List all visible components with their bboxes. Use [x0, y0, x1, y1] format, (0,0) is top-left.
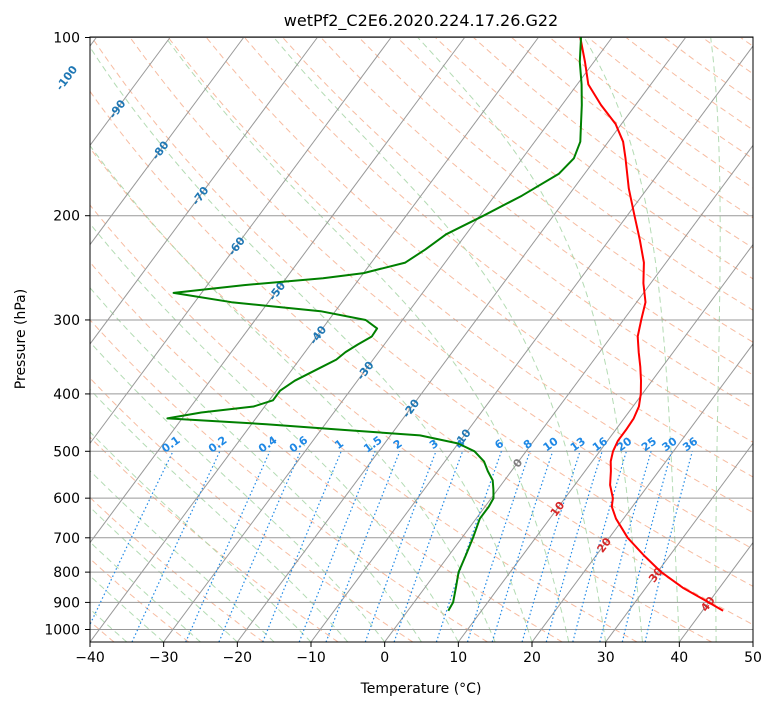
moist-adiabat — [710, 37, 721, 642]
moist-adiabat — [90, 341, 385, 642]
isotherm-line — [531, 343, 753, 642]
moist-adiabat — [273, 37, 607, 642]
dewpoint-profile — [166, 37, 583, 612]
moist-adiabat — [90, 287, 422, 642]
moist-adiabat — [90, 506, 238, 642]
isotherm-line — [236, 37, 687, 642]
y-tick-label: 700 — [53, 531, 80, 547]
x-tick-label: 50 — [744, 650, 762, 666]
moist-adiabat — [90, 541, 201, 642]
isotherm-line — [605, 442, 753, 642]
mixing-ratio-line — [364, 451, 437, 642]
isotherm-line — [384, 144, 753, 642]
plot-background — [90, 37, 753, 642]
mixing-ratio-line — [298, 451, 376, 642]
y-tick-label: 1000 — [44, 623, 80, 639]
x-tick-label: 0 — [380, 650, 389, 666]
x-tick-label: −30 — [149, 650, 179, 666]
y-tick-label: 200 — [53, 209, 80, 225]
x-tick-label: 30 — [597, 650, 615, 666]
mixing-ratio-line — [644, 451, 693, 642]
mixing-ratio-line — [262, 451, 342, 642]
x-tick-label: 10 — [449, 650, 467, 666]
isotherm-line — [90, 37, 318, 345]
mixing-ratio-line — [466, 451, 531, 642]
plot-frame — [89, 36, 754, 643]
mixing-ratio-line — [572, 451, 627, 642]
isotherm-label: -100 — [53, 63, 80, 93]
dry-adiabat — [91, 37, 753, 587]
mixing-ratio-line — [435, 451, 502, 642]
y-tick-label: 400 — [53, 387, 80, 403]
isotherm-line — [90, 37, 171, 147]
dry-adiabat — [90, 377, 414, 642]
mixing-ratio-line — [185, 451, 271, 642]
dry-adiabat — [167, 37, 753, 514]
isotherm-line — [90, 37, 245, 246]
x-axis: −40 −30 −20 −10 0 10 20 30 40 50 — [75, 642, 762, 666]
x-tick-label: −10 — [296, 650, 326, 666]
isotherm-line — [90, 37, 466, 544]
moist-adiabat — [90, 388, 349, 642]
y-tick-label: 100 — [53, 31, 80, 47]
isotherm-line — [457, 243, 753, 642]
dry-adiabat — [90, 147, 712, 642]
x-tick-label: −20 — [223, 650, 253, 666]
mixing-ratio-line — [599, 451, 652, 642]
isotherm-line — [752, 641, 753, 642]
mixing-ratio-line — [491, 451, 554, 642]
y-tick-label: 300 — [53, 313, 80, 329]
y-tick-label: 800 — [53, 565, 80, 581]
moist-adiabat — [90, 470, 275, 642]
profile-lines — [166, 37, 724, 612]
y-axis: 100 200 300 400 500 600 700 800 900 1000 — [44, 31, 90, 639]
isotherm-line — [163, 37, 613, 642]
mixing-ratio-line — [521, 451, 581, 642]
dry-adiabat — [320, 37, 753, 376]
y-axis-title: Pressure (hPa) — [13, 289, 29, 389]
isotherm-line — [90, 37, 539, 642]
dry-adiabat — [396, 37, 753, 311]
isotherm-line — [310, 45, 753, 642]
dry-adiabat — [90, 90, 753, 626]
moist-adiabat — [417, 37, 643, 642]
temperature-profile — [579, 37, 724, 612]
isotherm-line — [90, 37, 392, 445]
moist-adiabat — [90, 575, 164, 642]
moist-adiabat — [583, 37, 680, 642]
dry-adiabat — [90, 261, 563, 642]
mixing-ratio-line — [621, 451, 673, 642]
chart-title: wetPf2_C2E6.2020.224.17.26.G22 — [284, 11, 558, 31]
mixing-ratio-line — [393, 451, 464, 642]
mixing-ratio-line — [325, 451, 401, 642]
moist-adiabat — [752, 609, 753, 642]
y-tick-label: 500 — [53, 444, 80, 460]
mixing-ratio-line — [218, 451, 302, 642]
x-tick-label: −40 — [75, 650, 105, 666]
moist-adiabat — [165, 37, 570, 642]
x-axis-title: Temperature (°C) — [360, 681, 482, 697]
y-tick-label: 900 — [53, 595, 80, 611]
x-tick-label: 40 — [670, 650, 688, 666]
dry-adiabat — [358, 37, 753, 343]
mixing-ratio-line — [545, 451, 603, 642]
dry-adiabat — [90, 204, 638, 642]
y-tick-label: 600 — [53, 491, 80, 507]
x-tick-label: 20 — [523, 650, 541, 666]
moist-adiabat — [90, 222, 459, 642]
